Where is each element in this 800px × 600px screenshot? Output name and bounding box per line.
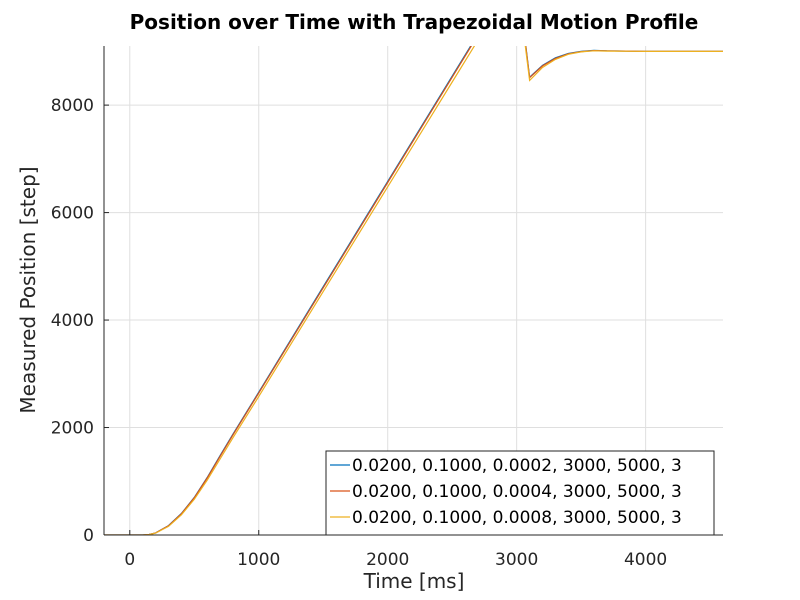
y-axis-label: Measured Position [step] (16, 166, 40, 413)
x-tick-label: 0 (124, 550, 135, 570)
series-line-3 (104, 46, 723, 535)
x-tick-label: 3000 (495, 550, 538, 570)
x-tick-label: 4000 (624, 550, 667, 570)
x-tick-label: 1000 (237, 550, 280, 570)
chart-title: Position over Time with Trapezoidal Moti… (130, 10, 699, 34)
x-tick-label: 2000 (366, 550, 409, 570)
legend-entry-3: 0.0200, 0.1000, 0.0008, 3000, 5000, 3 (352, 508, 682, 528)
y-tick-label: 4000 (51, 311, 94, 331)
y-tick-label: 6000 (51, 204, 94, 224)
plot-lines (104, 46, 723, 535)
legend-box (325, 450, 715, 536)
y-tick-label: 2000 (51, 419, 94, 439)
y-tick-label: 0 (83, 526, 94, 546)
x-axis-label: Time [ms] (363, 569, 465, 593)
legend-entry-2: 0.0200, 0.1000, 0.0004, 3000, 5000, 3 (352, 482, 682, 502)
legend-entry-1: 0.0200, 0.1000, 0.0002, 3000, 5000, 3 (352, 456, 682, 476)
y-tick-label: 8000 (51, 96, 94, 116)
legend: 0.0200, 0.1000, 0.0002, 3000, 5000, 3 0.0… (325, 450, 715, 536)
